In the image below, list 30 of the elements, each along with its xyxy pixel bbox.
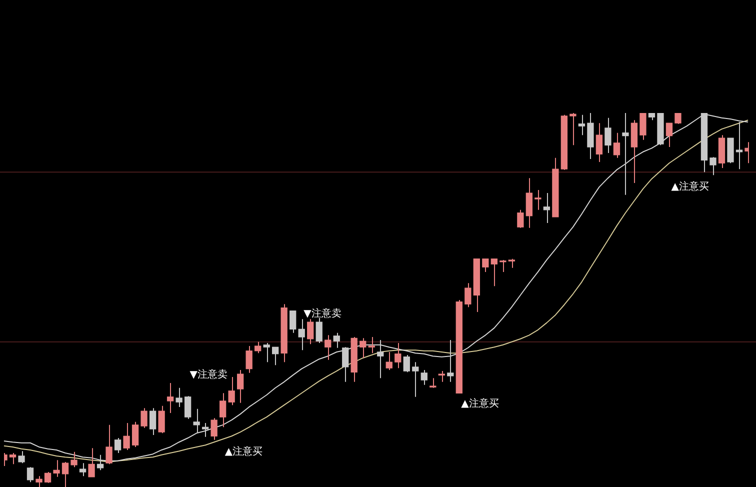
- candlestick: [674, 112, 682, 124]
- candlestick: [534, 190, 542, 210]
- candlestick: [604, 117, 612, 154]
- annotation: ▲注意买: [224, 446, 263, 458]
- candlestick: [447, 340, 454, 382]
- candlestick: [140, 408, 148, 428]
- candlestick: [640, 112, 646, 140]
- candlestick: [79, 462, 86, 477]
- candlestick: [176, 387, 182, 408]
- candlestick: [158, 405, 165, 434]
- candlestick: [508, 258, 515, 268]
- candlestick: [517, 209, 524, 228]
- candlestick: [587, 112, 594, 160]
- annotation: ▼注意卖: [190, 368, 228, 381]
- candlestick: [106, 424, 112, 465]
- candlestick: [368, 336, 375, 354]
- annotation: ▲注意买: [671, 180, 709, 193]
- candlestick: [18, 450, 25, 464]
- candlestick: [438, 370, 445, 382]
- candlestick: [552, 157, 559, 218]
- annotation: ▼注意卖: [304, 308, 342, 320]
- candlestick: [210, 418, 218, 440]
- candlestick: [430, 378, 436, 388]
- candlestick: [710, 156, 716, 176]
- candlestick: [727, 138, 734, 164]
- candlestick: [70, 451, 78, 468]
- candlestick: [657, 112, 664, 146]
- candlestick: [570, 112, 576, 146]
- candlestick: [228, 376, 235, 406]
- annotation: ▲注意买: [461, 398, 499, 410]
